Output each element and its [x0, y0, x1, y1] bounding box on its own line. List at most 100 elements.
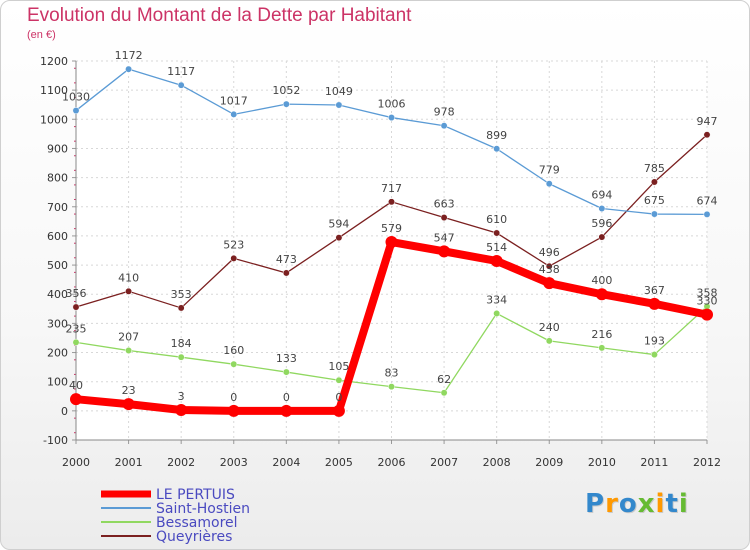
logo-letter: i [655, 489, 666, 519]
data-label: 0 [283, 391, 290, 404]
data-point [598, 344, 606, 352]
x-tick-label: 2000 [62, 456, 90, 469]
data-point [282, 368, 290, 376]
y-tick-label: 700 [47, 201, 68, 214]
data-label: 674 [697, 194, 718, 207]
x-tick-label: 2004 [272, 456, 300, 469]
logo-letter: x [637, 489, 656, 519]
grid-lines [75, 60, 708, 441]
data-point [335, 234, 343, 242]
data-label: 184 [171, 337, 192, 350]
y-tick-label: -100 [43, 434, 68, 447]
y-tick-label: 800 [47, 172, 68, 185]
data-label: 83 [385, 367, 399, 380]
y-tick-label: 1200 [40, 55, 68, 68]
data-label: 1006 [378, 98, 406, 111]
data-label: 160 [223, 344, 244, 357]
data-label: 610 [486, 213, 507, 226]
logo-letter: o [618, 489, 638, 519]
legend-label: LE PERTUIS [156, 487, 235, 503]
data-point [598, 233, 606, 241]
data-point [648, 297, 661, 310]
data-point [440, 214, 448, 222]
logo-letter: i [678, 489, 689, 519]
data-point [490, 254, 503, 267]
data-point [70, 393, 82, 406]
logo-letter: P [585, 489, 606, 519]
data-label: 899 [486, 129, 507, 142]
data-point [72, 303, 80, 311]
data-point [230, 110, 238, 118]
data-label: 62 [437, 373, 451, 386]
data-label: 779 [539, 164, 560, 177]
data-point [493, 310, 501, 317]
data-point [650, 351, 658, 359]
data-label: 23 [122, 384, 136, 397]
data-point [493, 229, 501, 237]
data-point [335, 101, 343, 109]
data-label: 353 [171, 288, 192, 301]
data-point [72, 338, 80, 346]
x-tick-label: 2002 [167, 456, 195, 469]
data-label: 193 [644, 335, 665, 348]
data-label: 514 [486, 241, 507, 254]
data-label: 547 [434, 231, 455, 244]
data-label: 785 [644, 162, 665, 175]
data-label: 438 [539, 263, 560, 276]
data-label: 367 [644, 284, 665, 297]
chart-title: Evolution du Montant de la Dette par Hab… [27, 5, 412, 26]
data-point [385, 236, 398, 249]
data-label: 675 [644, 194, 665, 207]
data-point [332, 404, 345, 417]
data-label: 105 [328, 360, 349, 373]
data-point [177, 81, 185, 89]
data-point [595, 288, 608, 301]
data-point [440, 122, 448, 130]
legend: LE PERTUISSaint-HostienBessamorelQueyriè… [101, 487, 250, 545]
data-point [703, 131, 711, 139]
data-point [177, 353, 185, 361]
data-point [177, 304, 185, 312]
data-label: 496 [539, 246, 560, 259]
data-label: 400 [591, 274, 612, 287]
data-label: 207 [118, 330, 139, 343]
data-point [545, 262, 553, 270]
series-lines [70, 65, 713, 417]
y-tick-label: 300 [47, 317, 68, 330]
data-label: 594 [328, 218, 349, 231]
data-label: 1172 [115, 49, 143, 62]
chart-subtitle: (en €) [27, 29, 56, 41]
data-label: 0 [230, 391, 237, 404]
x-tick-label: 2001 [115, 456, 143, 469]
data-label: 1117 [167, 65, 195, 78]
data-point [493, 145, 501, 153]
x-tick-label: 2007 [430, 456, 458, 469]
legend-label: Queyrières [156, 529, 232, 545]
data-point [125, 347, 133, 354]
y-tick-label: 100 [47, 376, 68, 389]
legend-label: Saint-Hostien [156, 501, 250, 517]
data-label: 523 [223, 238, 244, 251]
data-point [650, 210, 658, 218]
data-label: 235 [66, 322, 87, 335]
data-label: 330 [697, 295, 718, 308]
y-tick-label: 1100 [40, 84, 68, 97]
y-tick-label: 900 [47, 142, 68, 155]
data-point [72, 107, 80, 115]
data-label: 40 [69, 379, 83, 392]
data-label: 663 [434, 198, 455, 211]
x-tick-label: 2008 [483, 456, 511, 469]
y-tick-label: 400 [47, 288, 68, 301]
x-tick-label: 2012 [693, 456, 721, 469]
data-label: 579 [381, 222, 402, 235]
logo-letter: r [605, 489, 619, 519]
data-point [280, 404, 293, 417]
x-tick-label: 2010 [588, 456, 616, 469]
data-point [122, 398, 135, 411]
data-labels: 356 410 353 523 473 594 717 663 610 496 596 785 947 2… [62, 49, 718, 404]
data-label: 3 [178, 390, 185, 403]
y-tick-label: 600 [47, 230, 68, 243]
data-label: 1049 [325, 85, 353, 98]
data-point [703, 210, 711, 218]
data-label: 596 [591, 217, 612, 230]
